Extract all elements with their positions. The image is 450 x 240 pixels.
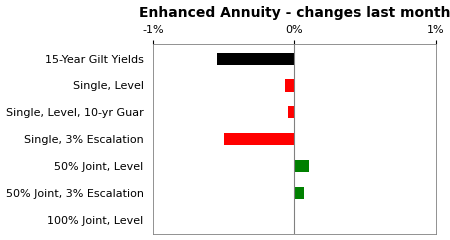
Title: Enhanced Annuity - changes last month: Enhanced Annuity - changes last month	[139, 6, 450, 19]
Bar	[294, 160, 309, 172]
Bar	[217, 53, 294, 65]
Bar	[294, 187, 304, 199]
Bar	[284, 79, 294, 91]
Bar	[288, 106, 294, 118]
Bar	[224, 133, 294, 145]
